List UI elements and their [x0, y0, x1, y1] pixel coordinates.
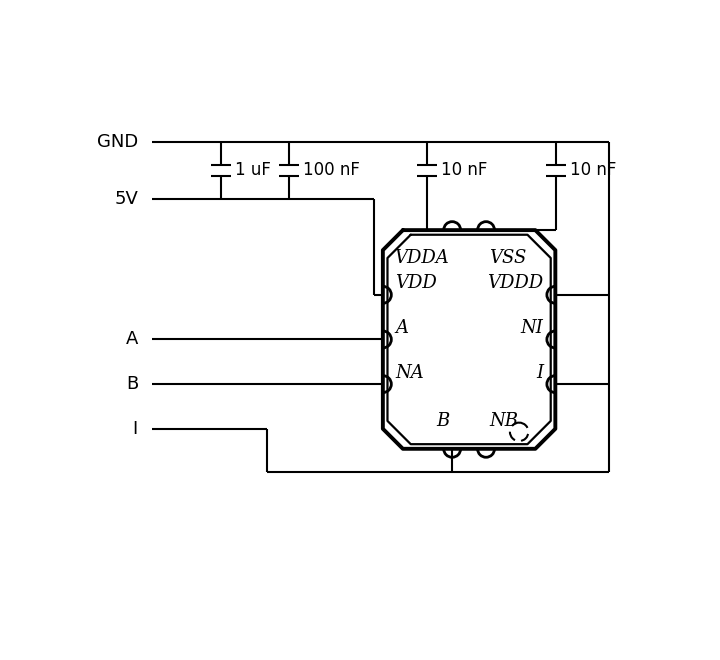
Text: I: I [536, 364, 543, 381]
Text: I: I [132, 420, 138, 438]
Text: 1 uF: 1 uF [235, 162, 271, 180]
Text: A: A [395, 319, 408, 337]
Text: B: B [436, 412, 449, 430]
Text: NA: NA [395, 364, 424, 381]
Text: VSS: VSS [489, 249, 526, 267]
Text: GND: GND [96, 133, 138, 151]
Text: VDD: VDD [395, 275, 437, 292]
Text: A: A [125, 331, 138, 348]
Text: VDDD: VDDD [487, 275, 543, 292]
Text: B: B [126, 375, 138, 393]
Text: NI: NI [520, 319, 543, 337]
Text: 10 nF: 10 nF [441, 162, 487, 180]
Text: 100 nF: 100 nF [303, 162, 360, 180]
Text: VDDA: VDDA [395, 249, 449, 267]
Text: 10 nF: 10 nF [570, 162, 616, 180]
Text: 5V: 5V [114, 189, 138, 207]
Text: NB: NB [489, 412, 518, 430]
